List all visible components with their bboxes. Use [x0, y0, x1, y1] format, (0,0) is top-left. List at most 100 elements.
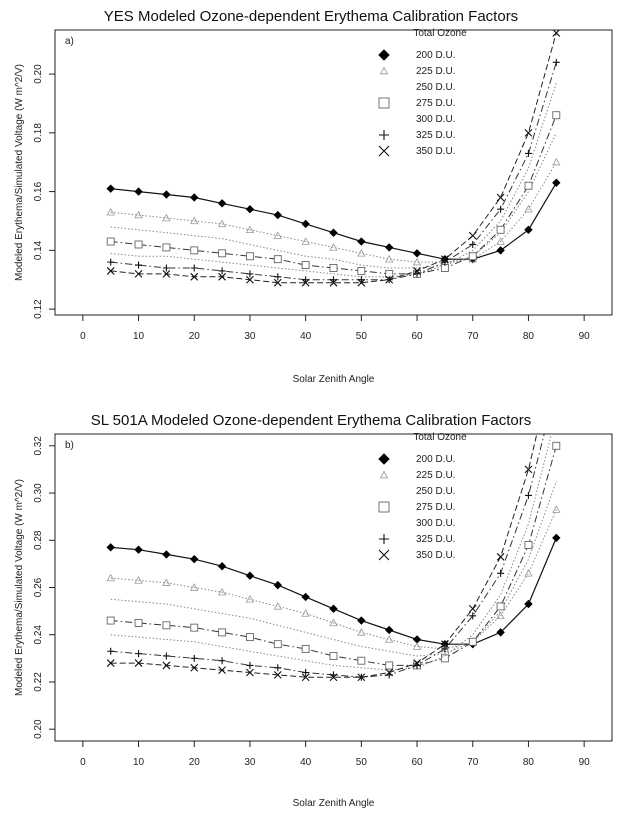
data-point — [329, 278, 338, 287]
data-point — [329, 652, 338, 660]
data-point — [469, 240, 477, 248]
y-tick-label: 0.12 — [33, 299, 44, 319]
data-point — [162, 661, 171, 670]
y-tick-label: 0.24 — [33, 625, 44, 645]
data-point — [301, 261, 310, 270]
legend-marker — [378, 501, 390, 513]
data-point — [134, 269, 143, 278]
data-point — [496, 193, 505, 202]
data-point — [246, 668, 254, 677]
data-point — [218, 249, 227, 258]
series-line-275-du — [110, 115, 557, 275]
y-tick-label: 0.22 — [33, 672, 44, 692]
x-tick-label: 20 — [189, 331, 201, 342]
x-tick-label: 40 — [300, 331, 312, 342]
data-point — [273, 640, 282, 649]
data-point — [162, 243, 171, 252]
data-point — [135, 650, 143, 658]
data-point — [524, 128, 533, 137]
y-tick-label: 0.30 — [33, 483, 44, 503]
legend-entry: 250 D.U. — [416, 82, 455, 93]
data-point — [301, 673, 310, 682]
data-point — [245, 252, 254, 261]
legend-title: Total Ozone — [413, 28, 467, 39]
data-point — [301, 219, 310, 229]
data-point — [497, 569, 505, 577]
data-point — [218, 267, 226, 275]
series-group — [106, 30, 561, 287]
legend-marker — [378, 97, 390, 109]
data-point — [384, 625, 394, 635]
data-point — [162, 621, 171, 630]
chart-title: YES Modeled Ozone-dependent Erythema Cal… — [103, 8, 519, 25]
series-line-325-du — [110, 434, 545, 678]
series-line-275-du — [110, 445, 557, 666]
x-tick-label: 50 — [356, 331, 368, 342]
data-point — [245, 225, 255, 233]
data-point — [468, 637, 477, 646]
data-point — [329, 264, 338, 272]
data-point — [468, 252, 477, 261]
legend-entry: 200 D.U. — [416, 50, 455, 61]
data-point — [162, 269, 171, 278]
data-point — [134, 576, 143, 584]
data-point — [524, 181, 533, 190]
series-group — [106, 434, 561, 682]
data-point — [218, 657, 226, 665]
y-tick-label: 0.28 — [33, 530, 44, 550]
data-point — [162, 190, 171, 199]
legend-entry: 275 D.U. — [416, 502, 455, 513]
data-point — [552, 533, 561, 543]
data-point — [497, 205, 505, 213]
legend-marker — [378, 49, 390, 61]
data-point — [412, 642, 422, 650]
chart-b-plot: 0 10 20 30 40 50 60 70 80 90 0.20 0.22 0.24 0.26 0.28 0… — [14, 432, 613, 809]
legend-entry: 350 D.U. — [416, 550, 455, 561]
data-point — [385, 254, 394, 263]
y-axis-label: Modeled Erythema/Simulated Voltage (W m^… — [14, 64, 25, 281]
data-point — [496, 246, 505, 255]
data-point — [107, 258, 115, 266]
data-point — [162, 652, 170, 660]
data-point — [385, 635, 394, 643]
legend-entry: 200 D.U. — [416, 454, 455, 465]
data-point — [134, 187, 143, 196]
y-tick-label: 0.20 — [33, 64, 44, 84]
data-point — [217, 219, 227, 228]
x-tick-label: 80 — [523, 757, 535, 768]
data-point — [441, 255, 449, 264]
y-tick-label: 0.16 — [33, 181, 44, 201]
data-point — [469, 612, 477, 620]
data-point — [301, 609, 310, 617]
plot-frame — [54, 29, 613, 316]
data-point — [106, 543, 115, 552]
data-point — [106, 267, 115, 275]
x-tick-label: 20 — [189, 757, 201, 768]
data-point — [357, 248, 366, 257]
panel-label: a) — [65, 36, 74, 47]
data-point — [135, 261, 143, 269]
legend-entry: 325 D.U. — [416, 130, 455, 141]
data-point — [496, 237, 505, 245]
x-tick-label: 60 — [411, 757, 423, 768]
data-point — [245, 633, 254, 642]
data-point — [190, 246, 199, 255]
data-point — [106, 207, 115, 216]
data-point — [413, 267, 421, 275]
data-point — [468, 604, 477, 613]
data-point — [329, 228, 338, 237]
data-point — [301, 278, 310, 287]
data-point — [329, 673, 338, 682]
data-point — [190, 554, 199, 564]
data-point — [162, 213, 171, 222]
data-point — [385, 661, 394, 670]
legend-entry: 250 D.U. — [416, 486, 455, 497]
data-point — [440, 654, 449, 663]
data-point — [273, 231, 282, 239]
series-line-225-du — [110, 161, 557, 263]
legend-entry: 225 D.U. — [416, 66, 455, 77]
y-tick-label: 0.14 — [33, 240, 44, 260]
data-point — [274, 664, 282, 672]
x-tick-label: 0 — [80, 757, 86, 768]
chart-a-plot: 0 10 20 30 40 50 60 70 80 90 0.12 0.14 0.16 0.18 0.20 S… — [14, 28, 613, 385]
